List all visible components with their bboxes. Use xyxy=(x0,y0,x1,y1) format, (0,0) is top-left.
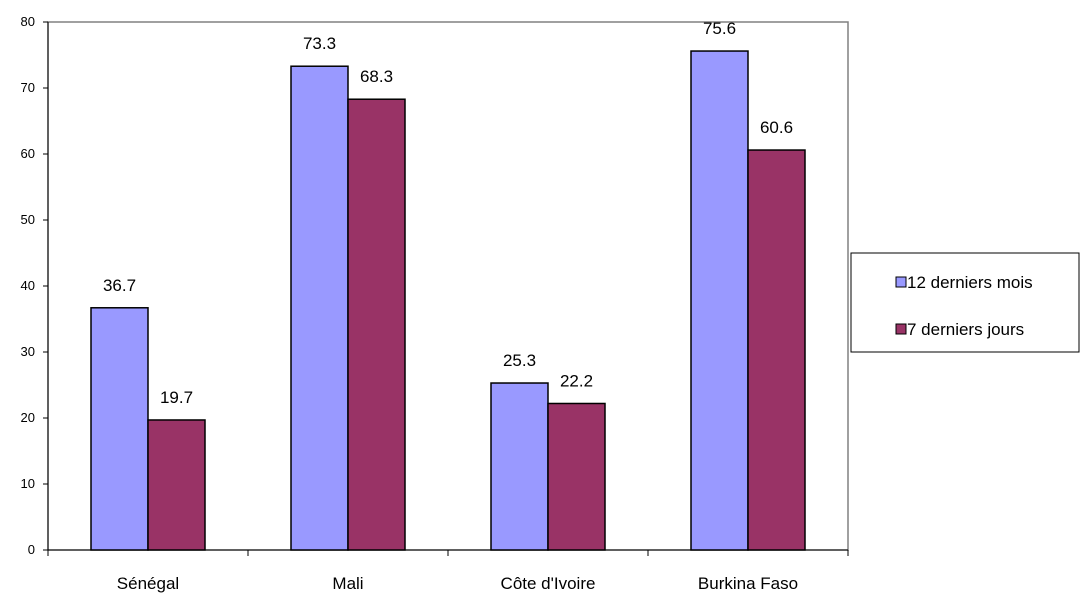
y-axis: 0 10 20 30 40 50 60 70 80 xyxy=(21,14,49,557)
bar-series-2 xyxy=(547,402,606,551)
x-category-label: Burkina Faso xyxy=(698,574,798,593)
legend-label: 7 derniers jours xyxy=(907,320,1024,339)
data-label: 19.7 xyxy=(160,388,193,407)
legend: 12 derniers mois 7 derniers jours xyxy=(850,252,1080,353)
legend-label: 12 derniers mois xyxy=(907,273,1033,292)
data-label: 75.6 xyxy=(703,19,736,38)
y-tick-label: 50 xyxy=(21,212,35,227)
y-tick-label: 70 xyxy=(21,80,35,95)
legend-box xyxy=(850,252,1080,353)
bar-series-1 xyxy=(290,65,349,551)
x-axis: Sénégal Mali Côte d'Ivoire Burkina Faso xyxy=(47,549,849,593)
y-tick-label: 0 xyxy=(28,542,35,557)
y-tick-label: 10 xyxy=(21,476,35,491)
legend-swatch xyxy=(895,276,907,288)
y-tick-label: 30 xyxy=(21,344,35,359)
bar-series-1 xyxy=(90,307,149,551)
bars xyxy=(90,50,806,551)
data-label: 73.3 xyxy=(303,34,336,53)
y-tick-label: 80 xyxy=(21,14,35,29)
y-tick-label: 40 xyxy=(21,278,35,293)
bar-series-2 xyxy=(747,149,806,551)
legend-swatch xyxy=(895,323,907,335)
bar-series-1 xyxy=(490,382,549,551)
bar-series-2 xyxy=(147,419,206,551)
data-labels: 36.7 19.7 73.3 68.3 25.3 22.2 75.6 60.6 xyxy=(103,19,793,407)
bar-series-1 xyxy=(690,50,749,551)
y-tick-label: 20 xyxy=(21,410,35,425)
data-label: 60.6 xyxy=(760,118,793,137)
x-category-label: Sénégal xyxy=(117,574,179,593)
bar-series-2 xyxy=(347,98,406,551)
y-tick-label: 60 xyxy=(21,146,35,161)
data-label: 68.3 xyxy=(360,67,393,86)
data-label: 36.7 xyxy=(103,276,136,295)
x-category-label: Côte d'Ivoire xyxy=(501,574,596,593)
data-label: 22.2 xyxy=(560,371,593,390)
data-label: 25.3 xyxy=(503,351,536,370)
x-category-label: Mali xyxy=(332,574,363,593)
